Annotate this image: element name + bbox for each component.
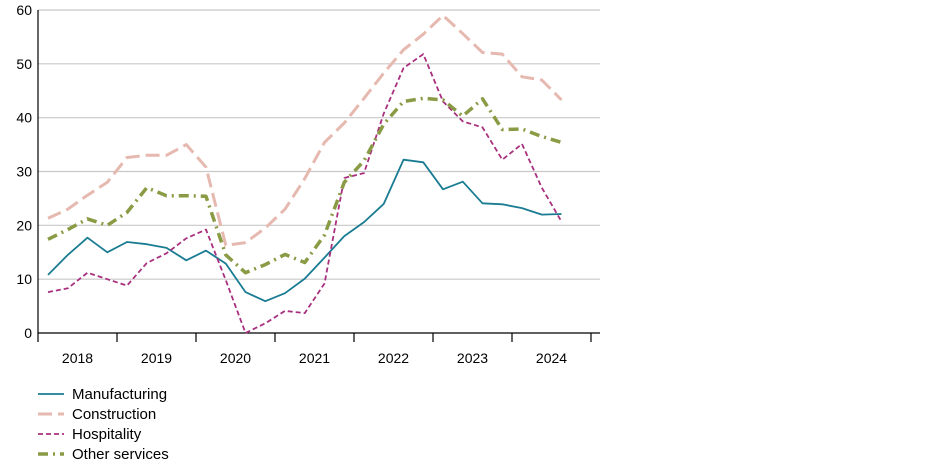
- x-tick-label: 2024: [536, 350, 567, 366]
- series-line-other-services: [47, 96, 563, 275]
- y-tick-label: 40: [16, 110, 32, 126]
- legend-label: Manufacturing: [72, 386, 167, 403]
- y-tick-label: 0: [24, 325, 32, 341]
- x-tick-label: 2018: [62, 350, 93, 366]
- y-tick-label: 20: [16, 217, 32, 233]
- y-tick-label: 10: [16, 271, 32, 287]
- x-tick-label: 2020: [220, 350, 251, 366]
- series-line-hospitality: [47, 53, 563, 334]
- legend-label: Hospitality: [72, 426, 142, 443]
- x-tick-label: 2021: [299, 350, 330, 366]
- x-tick-label: 2019: [141, 350, 172, 366]
- series-line-construction: [47, 13, 563, 247]
- x-tick-label: 2023: [457, 350, 488, 366]
- y-tick-label: 30: [16, 164, 32, 180]
- y-tick-label: 50: [16, 56, 32, 72]
- series-line-manufacturing: [47, 158, 562, 303]
- x-tick-label: 2022: [378, 350, 409, 366]
- y-tick-label: 60: [16, 2, 32, 18]
- legend-label: Other services: [72, 446, 169, 463]
- legend-label: Construction: [72, 406, 156, 423]
